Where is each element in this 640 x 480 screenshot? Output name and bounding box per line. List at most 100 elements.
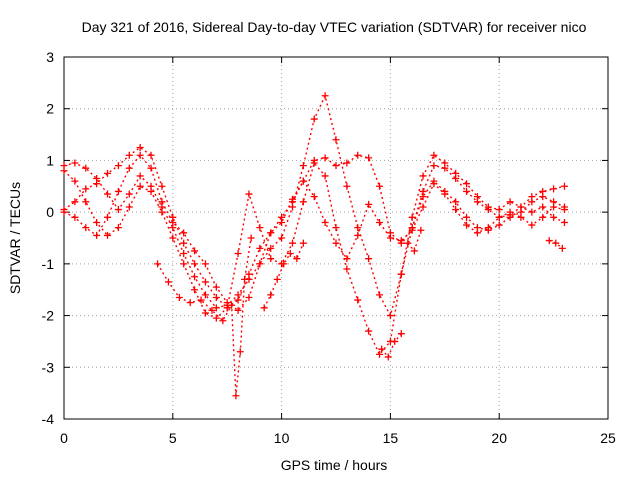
series-track-3 bbox=[60, 159, 568, 358]
y-tick-label: -1 bbox=[42, 256, 55, 272]
data-point bbox=[228, 301, 236, 309]
data-point bbox=[212, 314, 220, 322]
data-point bbox=[517, 213, 525, 221]
data-point bbox=[234, 250, 242, 258]
data-point bbox=[278, 234, 286, 242]
data-point bbox=[104, 231, 112, 239]
data-point bbox=[495, 221, 503, 229]
data-point bbox=[169, 218, 177, 226]
data-point bbox=[484, 224, 492, 232]
data-point bbox=[299, 198, 307, 206]
data-point bbox=[82, 164, 90, 172]
data-point bbox=[332, 224, 340, 232]
y-axis: -4 -3 -2 -1 0 1 2 3 bbox=[42, 49, 608, 427]
data-point bbox=[236, 348, 244, 356]
data-point bbox=[397, 270, 405, 278]
data-point bbox=[93, 180, 101, 188]
data-point bbox=[273, 275, 281, 283]
data-point bbox=[104, 169, 112, 177]
data-point bbox=[293, 255, 301, 263]
data-point bbox=[528, 198, 536, 206]
x-tick-label: 20 bbox=[491, 430, 507, 446]
series-track-7 bbox=[378, 330, 405, 361]
x-axis: 0 5 10 15 20 25 bbox=[60, 57, 616, 446]
data-point bbox=[354, 151, 362, 159]
data-point bbox=[286, 250, 294, 258]
data-point bbox=[365, 154, 373, 162]
data-point bbox=[528, 221, 536, 229]
data-point bbox=[484, 206, 492, 214]
data-point bbox=[232, 392, 240, 400]
data-point bbox=[310, 115, 318, 123]
data-point bbox=[71, 213, 79, 221]
series-track-9 bbox=[545, 237, 566, 252]
data-point bbox=[241, 275, 249, 283]
data-point bbox=[299, 177, 307, 185]
series-track-4 bbox=[60, 151, 568, 314]
data-point bbox=[114, 224, 122, 232]
data-point bbox=[539, 203, 547, 211]
data-point bbox=[560, 206, 568, 214]
data-point bbox=[410, 247, 418, 255]
data-point bbox=[219, 317, 227, 325]
data-point bbox=[321, 218, 329, 226]
data-point bbox=[310, 193, 318, 201]
y-tick-label: -4 bbox=[42, 411, 55, 427]
series-line bbox=[156, 237, 252, 396]
data-point bbox=[82, 185, 90, 193]
y-axis-label: SDTVAR / TECUs bbox=[7, 182, 23, 294]
data-point bbox=[495, 206, 503, 214]
data-point bbox=[321, 172, 329, 180]
data-point bbox=[256, 224, 264, 232]
data-point bbox=[82, 224, 90, 232]
data-point bbox=[267, 291, 275, 299]
data-point bbox=[256, 260, 264, 268]
data-point bbox=[506, 198, 514, 206]
series-track-2 bbox=[60, 144, 568, 312]
data-point bbox=[539, 213, 547, 221]
data-point bbox=[332, 162, 340, 170]
data-point bbox=[278, 213, 286, 221]
data-point bbox=[158, 198, 166, 206]
series-track-5 bbox=[154, 234, 255, 400]
data-point bbox=[234, 296, 242, 304]
data-point bbox=[452, 198, 460, 206]
data-point bbox=[186, 299, 194, 307]
data-point bbox=[365, 255, 373, 263]
data-point bbox=[354, 231, 362, 239]
data-point bbox=[550, 203, 558, 211]
data-point bbox=[136, 172, 144, 180]
data-point bbox=[408, 213, 416, 221]
data-point bbox=[154, 260, 162, 268]
data-point bbox=[310, 159, 318, 167]
data-point bbox=[136, 182, 144, 190]
series-layer bbox=[60, 92, 568, 400]
data-point bbox=[125, 190, 133, 198]
series-line bbox=[381, 333, 402, 359]
y-tick-label: 2 bbox=[46, 101, 54, 117]
data-point bbox=[180, 229, 188, 237]
data-point bbox=[212, 304, 220, 312]
data-point bbox=[560, 218, 568, 226]
data-point bbox=[528, 208, 536, 216]
data-point bbox=[365, 327, 373, 335]
data-point bbox=[376, 350, 384, 358]
data-point bbox=[332, 239, 340, 247]
data-point bbox=[71, 177, 79, 185]
data-point bbox=[245, 190, 253, 198]
data-point bbox=[71, 198, 79, 206]
data-point bbox=[256, 244, 264, 252]
data-point bbox=[288, 239, 296, 247]
data-point bbox=[419, 203, 427, 211]
data-point bbox=[212, 283, 220, 291]
data-point bbox=[223, 299, 231, 307]
data-point bbox=[321, 92, 329, 100]
data-point bbox=[545, 237, 553, 245]
data-point bbox=[452, 175, 460, 183]
data-point bbox=[136, 151, 144, 159]
data-point bbox=[158, 208, 166, 216]
data-point bbox=[378, 345, 386, 353]
series-track-8 bbox=[404, 226, 425, 255]
data-point bbox=[386, 312, 394, 320]
